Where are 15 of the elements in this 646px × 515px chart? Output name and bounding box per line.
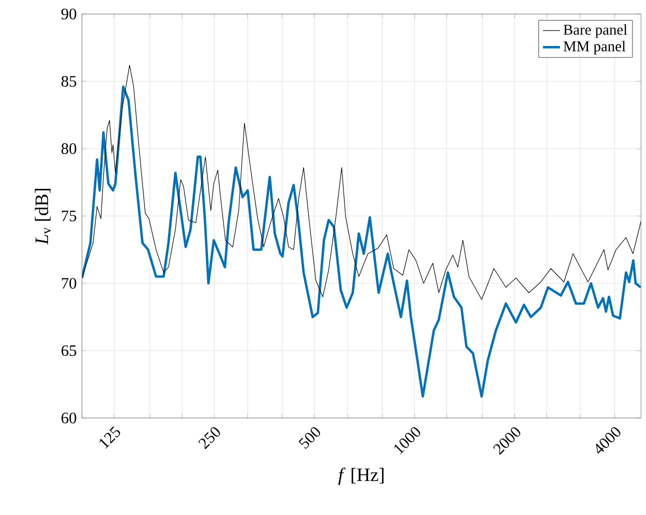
x-tick-label: 4000 bbox=[596, 427, 620, 454]
x-tick-label: 125 bbox=[100, 426, 120, 449]
x-axis-title: f [Hz] bbox=[338, 468, 384, 486]
y-tick-label: 70 bbox=[62, 278, 76, 289]
y-tick-label: 60 bbox=[62, 412, 76, 424]
x-tick-label: 500 bbox=[298, 427, 320, 449]
y-axis-title: L$_{v}$ [dB] bbox=[34, 188, 51, 245]
y-tick-label: 90 bbox=[61, 8, 76, 20]
legend-label: MM panel bbox=[564, 40, 626, 54]
y-tick-label: 85 bbox=[61, 76, 76, 87]
x-tick-label: 250 bbox=[198, 427, 220, 450]
y-tick-label: 65 bbox=[62, 345, 76, 356]
y-tick-label: 75 bbox=[62, 210, 76, 222]
legend-label: Bare panel bbox=[564, 24, 628, 38]
y-tick-label: 80 bbox=[61, 143, 76, 154]
